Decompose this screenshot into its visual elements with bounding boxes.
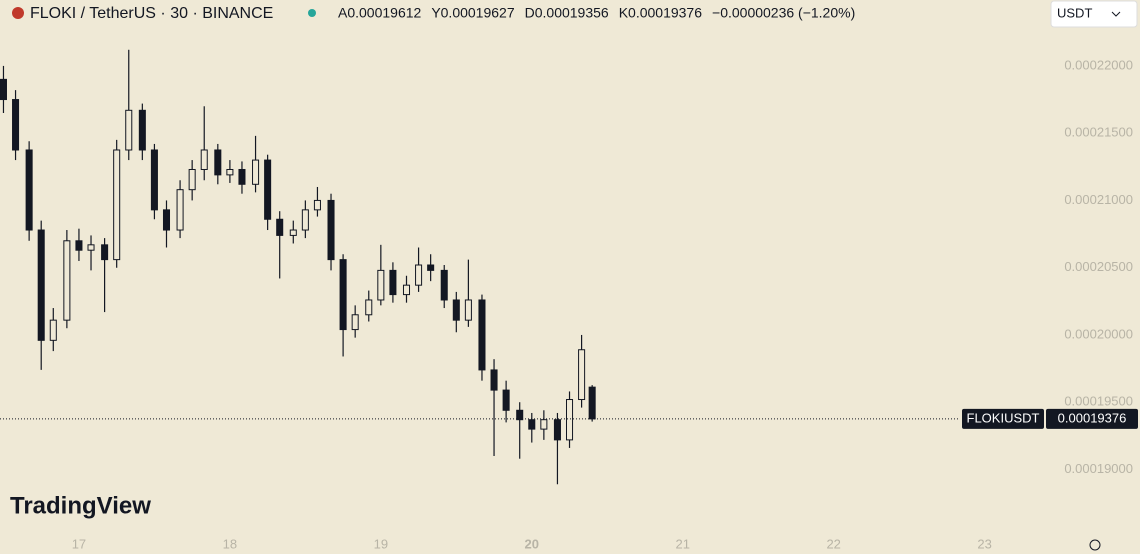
candle-body [276,218,284,236]
currency-label[interactable]: USDT [1057,5,1092,20]
candle-body [339,259,347,331]
candle-body [0,78,7,101]
candle-body [490,369,498,391]
candle-body [540,419,548,430]
candle-body [238,168,246,185]
candle-body [502,389,510,411]
candle-body [226,168,234,176]
candle-body [150,149,158,211]
candle-body [162,209,171,231]
x-tick-label: 20 [525,536,539,551]
x-tick-label: 17 [72,536,86,551]
x-tick-label: 19 [374,536,388,551]
ohlc-value: Y0.00019627 [431,5,515,21]
candle-body [200,149,208,170]
candle-body [37,229,45,341]
candle-body [427,264,435,271]
candle-body [138,109,146,151]
candle-body [528,419,536,430]
candle-body [176,189,184,231]
ohlc-value: D0.00019356 [525,5,609,21]
x-tick-label: 23 [977,536,991,551]
candle-body [566,399,574,441]
price-tag [1046,408,1138,429]
candle-body [377,269,385,301]
symbol-title: FLOKI / TetherUS · 30 · BINANCE [30,5,273,22]
candle-body [588,386,596,420]
price-tag-label: 0.00019376 [1058,410,1127,425]
candle-body [252,159,260,185]
candle-body [12,99,20,151]
y-tick-label: 0.00022000 [1064,57,1133,72]
candle-body [327,199,335,261]
candle-body [402,284,411,296]
ohlc-value: A0.00019612 [338,5,422,21]
x-tick-label: 21 [675,536,689,551]
y-tick-label: 0.00019000 [1064,461,1133,476]
candle-body [49,319,57,341]
candle-body [188,168,196,191]
candle-body [351,314,359,331]
candle-body [478,299,486,371]
dropdown-arrow [1111,11,1121,17]
candle-body [578,349,586,401]
candle-body [440,269,448,301]
x-tick-label: 18 [223,536,237,551]
candle-body [464,299,472,321]
price-change: −0.00000236 (−1.20%) [712,5,855,21]
candle-body [415,264,423,286]
market-status [308,9,316,17]
candle-body [289,229,297,236]
candle-body [75,240,83,251]
candle-body [452,299,460,321]
currency-selector[interactable] [1050,0,1138,28]
candle-body [125,109,133,151]
candle-body [553,419,561,441]
candle-body [365,299,373,316]
settings-icon[interactable] [1089,539,1101,551]
ohlc-value: K0.00019376 [619,5,703,21]
candle-body [63,240,71,321]
y-tick-label: 0.00021000 [1064,192,1133,207]
candle-body [313,199,321,211]
y-tick-label: 0.00021500 [1064,125,1133,140]
logo: TradingView [10,492,151,519]
candle-body [87,244,95,251]
candle-body [301,209,309,231]
candle-body [516,409,524,421]
x-tick-label: 22 [826,536,840,551]
symbol-tag [962,408,1044,429]
candle-body [389,269,397,296]
y-tick-label: 0.00020000 [1064,326,1133,341]
y-tick-label: 0.00020500 [1064,259,1133,274]
symbol-icon [12,7,24,19]
candle-body [214,149,222,176]
candle-body [101,244,109,261]
candle-body [264,159,272,220]
symbol-tag-label: FLOKIUSDT [967,410,1040,425]
y-tick-label: 0.00019500 [1064,394,1133,409]
candle-body [113,149,121,261]
candle-body [25,149,33,231]
